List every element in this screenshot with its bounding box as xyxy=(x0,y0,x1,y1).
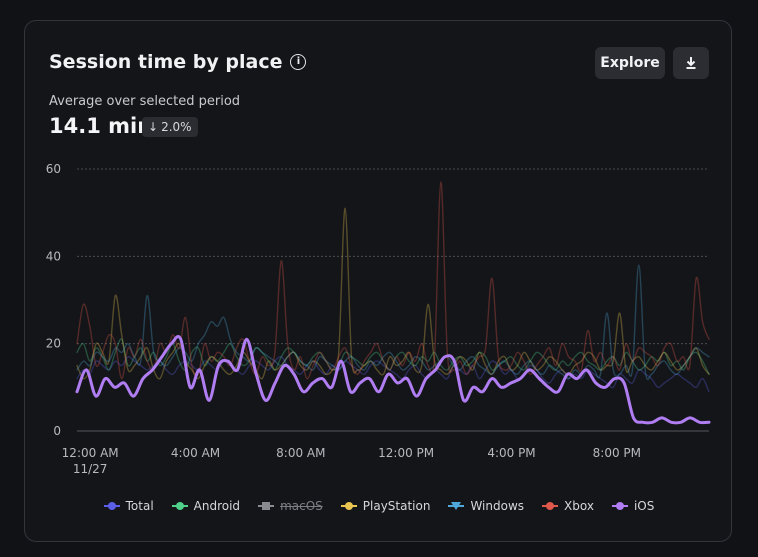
legend-item-windows[interactable]: Windows xyxy=(448,499,524,513)
legend-label: PlayStation xyxy=(362,499,431,513)
legend-circle-icon xyxy=(171,502,188,510)
legend-item-macos[interactable]: macOS xyxy=(258,499,323,513)
y-tick-label: 0 xyxy=(53,424,61,438)
legend-item-total[interactable]: Total xyxy=(103,499,154,513)
download-button[interactable] xyxy=(673,47,709,79)
legend-circle-icon xyxy=(340,502,357,510)
legend-label: iOS xyxy=(633,499,655,513)
series-line-android xyxy=(76,338,710,375)
x-tick-label: 12:00 PM xyxy=(378,446,434,460)
change-badge: ↓ 2.0% xyxy=(142,117,198,137)
average-value: 14.1 min xyxy=(49,114,153,138)
legend-label: Android xyxy=(193,499,241,513)
legend-circle-icon xyxy=(611,502,628,510)
legend-label: Windows xyxy=(470,499,525,513)
series-line-ios xyxy=(75,335,711,425)
x-tick-label: 8:00 AM xyxy=(276,446,325,460)
session-time-chart: 0 20 40 60 12:00 AM 11/27 4:00 AM 8:00 AM 12:00 … xyxy=(46,162,711,476)
legend-label: Xbox xyxy=(564,499,594,513)
legend-triangle-icon xyxy=(448,502,465,510)
series-line-total xyxy=(76,355,710,393)
legend-square-icon xyxy=(258,502,275,510)
x-tick-label: 12:00 AM xyxy=(62,446,119,460)
explore-button[interactable]: Explore xyxy=(595,47,665,79)
legend-label: macOS xyxy=(280,499,323,513)
period-subtitle: Average over selected period xyxy=(49,94,241,109)
x-tick-label: 11/27 xyxy=(73,462,108,476)
y-tick-label: 60 xyxy=(46,162,61,176)
arrow-down-icon: ↓ xyxy=(148,120,159,134)
x-tick-label: 8:00 PM xyxy=(593,446,641,460)
legend-item-playstation[interactable]: PlayStation xyxy=(340,499,431,513)
card-title-row: Session time by place i xyxy=(49,51,307,73)
info-icon[interactable]: i xyxy=(290,54,307,70)
change-value: 2.0% xyxy=(161,120,192,134)
legend-item-xbox[interactable]: Xbox xyxy=(542,499,594,513)
download-icon xyxy=(686,57,696,69)
y-tick-label: 40 xyxy=(46,249,61,263)
y-tick-label: 20 xyxy=(46,337,61,351)
series-line-playstation xyxy=(76,207,710,380)
session-time-card: Session time by place i Explore Average … xyxy=(24,20,732,542)
series-line-xbox xyxy=(76,181,710,380)
legend-label: Total xyxy=(125,499,154,513)
card-title: Session time by place xyxy=(49,51,283,73)
x-tick-label: 4:00 PM xyxy=(487,446,535,460)
legend-item-android[interactable]: Android xyxy=(171,499,241,513)
legend-circle-icon xyxy=(542,502,559,510)
legend-circle-icon xyxy=(103,502,120,510)
x-tick-label: 4:00 AM xyxy=(171,446,220,460)
chart-legend: Total Android macOS PlayStation Windows Xbox i… xyxy=(25,499,733,513)
legend-item-ios[interactable]: iOS xyxy=(611,499,655,513)
